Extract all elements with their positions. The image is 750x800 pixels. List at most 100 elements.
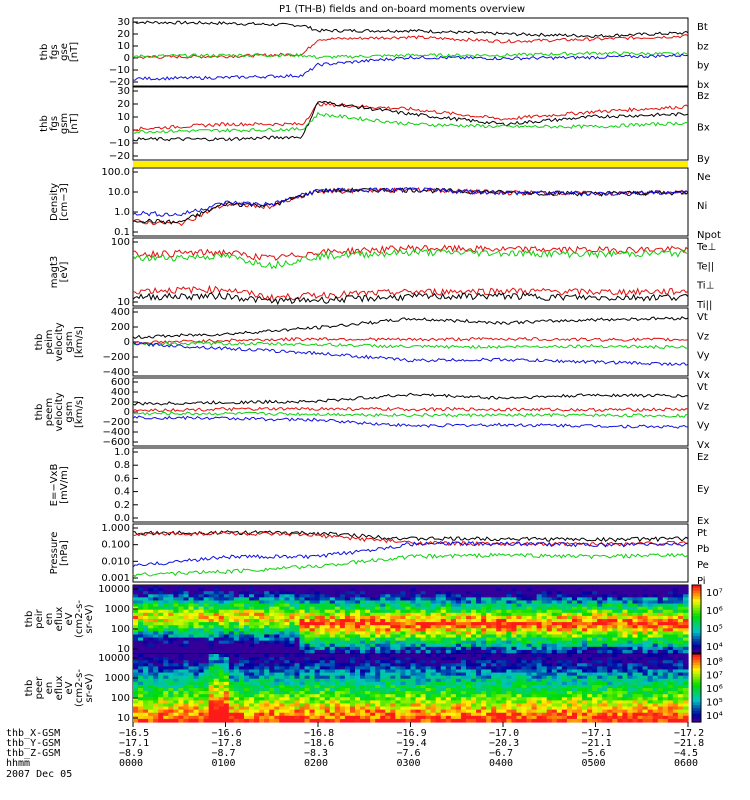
spectrogram-cell	[541, 649, 548, 654]
spectrogram-cell	[556, 591, 563, 595]
spectrogram-cell	[637, 619, 644, 623]
spectrogram-cell	[365, 709, 371, 714]
spectrogram-cell	[360, 681, 366, 686]
spectrogram-cell	[486, 609, 492, 614]
spectrogram-cell	[506, 657, 513, 661]
spectrogram-cell	[249, 637, 255, 642]
spectrogram-cell	[349, 666, 356, 671]
spectrogram-cell	[223, 691, 230, 695]
y-axis-label: [eV]	[59, 262, 70, 283]
spectrogram-cell	[647, 678, 654, 683]
spectrogram-cell	[390, 591, 396, 595]
spectrogram-cell	[652, 718, 659, 723]
spectrogram-cell	[476, 669, 482, 674]
spectrogram-cell	[193, 688, 200, 692]
spectrogram-cell	[551, 600, 558, 605]
spectrogram-cell	[516, 669, 523, 674]
spectrogram-cell	[254, 634, 260, 639]
spectrogram-cell	[647, 643, 654, 648]
spectrogram-cell	[471, 649, 477, 654]
spectrogram-cell	[667, 622, 674, 626]
spectrogram-cell	[259, 657, 265, 661]
spectrogram-cell	[188, 712, 195, 717]
spectrogram-cell	[647, 600, 654, 605]
spectrogram-cell	[203, 666, 210, 671]
spectrogram-cell	[355, 628, 361, 632]
spectrogram-cell	[652, 637, 659, 642]
spectrogram-cell	[531, 669, 538, 674]
spectrogram-cell	[365, 703, 371, 708]
spectrogram-cell	[395, 706, 402, 711]
spectrogram-cell	[380, 700, 386, 705]
spectrogram-cell	[551, 643, 558, 648]
spectrogram-cell	[571, 619, 578, 623]
spectrogram-cell	[511, 663, 518, 667]
spectrogram-cell	[491, 612, 497, 617]
spectrogram-cell	[410, 700, 417, 705]
spectrogram-cell	[233, 672, 240, 677]
spectrogram-cell	[309, 600, 316, 605]
spectrogram-cell	[390, 631, 396, 636]
spectrogram-cell	[526, 634, 533, 639]
spectrogram-cell	[486, 585, 492, 589]
spectrogram-cell	[425, 585, 432, 589]
spectrogram-cell	[561, 706, 568, 711]
spectrogram-cell	[420, 640, 427, 645]
spectrogram-cell	[385, 588, 391, 592]
spectrogram-cell	[334, 678, 341, 683]
spectrogram-cell	[238, 657, 245, 661]
spectrogram-cell	[642, 700, 649, 705]
spectrogram-cell	[667, 628, 674, 632]
spectrogram-cell	[294, 628, 301, 632]
spectrogram-cell	[390, 615, 396, 620]
spectrogram-cell	[193, 588, 200, 592]
spectrogram-cell	[334, 669, 341, 674]
spectrogram-cell	[360, 585, 366, 589]
spectrogram-cell	[607, 591, 613, 595]
spectrogram-cell	[143, 703, 149, 708]
spectrogram-cell	[304, 600, 311, 605]
spectrogram-cell	[193, 619, 200, 623]
spectrogram-cell	[571, 718, 578, 723]
spectrogram-cell	[284, 663, 291, 667]
spectrogram-cell	[324, 646, 331, 651]
spectrogram-cell	[460, 591, 467, 595]
spectrogram-cell	[309, 619, 316, 623]
spectrogram-cell	[415, 603, 422, 608]
spectrogram-cell	[203, 697, 210, 701]
spectrogram-cell	[294, 672, 301, 677]
spectrogram-cell	[450, 634, 457, 639]
spectrogram-cell	[430, 663, 437, 667]
spectrogram-cell	[501, 606, 507, 611]
spectrogram-cell	[254, 615, 260, 620]
spectrogram-cell	[455, 625, 462, 629]
spectrogram-cell	[294, 594, 301, 598]
spectrogram-cell	[602, 712, 608, 717]
spectrogram-cell	[612, 625, 618, 629]
spectrogram-cell	[405, 603, 412, 608]
spectrogram-cell	[294, 643, 301, 648]
spectrogram-cell	[375, 637, 381, 642]
spectrogram-cell	[597, 709, 603, 714]
spectrogram-cell	[324, 688, 331, 692]
spectrogram-cell	[279, 631, 285, 636]
spectrogram-cell	[632, 672, 639, 677]
spectrogram-cell	[450, 631, 457, 636]
spectrogram-cell	[410, 625, 417, 629]
spectrogram-cell	[294, 615, 301, 620]
spectrogram-cell	[430, 666, 437, 671]
legend-entry: Pi	[697, 576, 706, 587]
spectrogram-cell	[148, 591, 154, 595]
spectrogram-cell	[158, 669, 164, 674]
spectrogram-cell	[511, 591, 518, 595]
spectrogram-cell	[647, 646, 654, 651]
spectrogram-cell	[627, 643, 634, 648]
spectrogram-cell	[370, 640, 376, 645]
spectrogram-cell	[304, 609, 311, 614]
spectrogram-cell	[561, 663, 568, 667]
spectrogram-cell	[390, 666, 396, 671]
spectrogram-cell	[587, 697, 593, 701]
spectrogram-cell	[400, 709, 407, 714]
spectrogram-cell	[254, 646, 260, 651]
spectrogram-cell	[496, 703, 502, 708]
